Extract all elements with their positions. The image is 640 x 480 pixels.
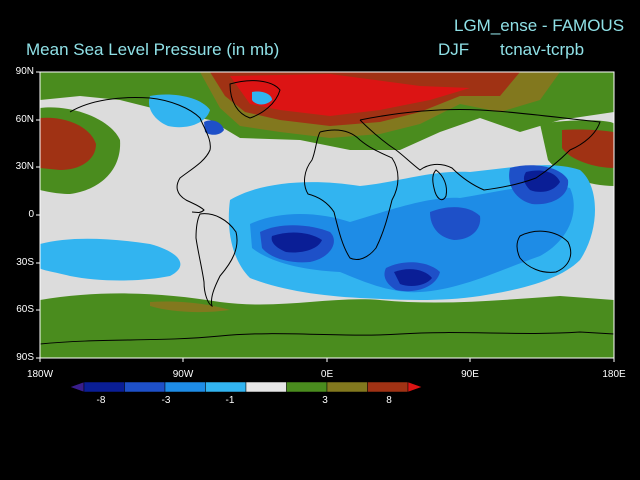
lat-label-0: 0 xyxy=(28,209,34,220)
colorbar xyxy=(69,381,423,393)
lon-label-180w: 180W xyxy=(26,369,54,380)
southern-positive-belt xyxy=(40,293,614,358)
colorbar-label: -1 xyxy=(225,395,235,406)
colorbar-swatch xyxy=(245,381,287,393)
pacific-east-red xyxy=(562,129,614,168)
colorbar-swatch xyxy=(124,381,166,393)
west-pacific-core xyxy=(523,170,560,192)
colorbar-swatch xyxy=(83,381,125,393)
lat-label-90s: 90S xyxy=(16,352,34,363)
indian-south-core xyxy=(394,269,432,286)
season-label: DJF xyxy=(438,40,470,59)
south-america-coast xyxy=(195,213,238,307)
colorbar-swatch xyxy=(286,381,328,393)
variable-code-label: tcnav-tcrpb xyxy=(500,40,585,59)
north-america-coast xyxy=(69,97,211,213)
colorbar-label: -3 xyxy=(161,395,171,406)
colorbar-swatch xyxy=(367,381,409,393)
pacific-west-red xyxy=(40,117,96,170)
colorbar-swatch xyxy=(164,381,206,393)
colorbar-swatch xyxy=(205,381,247,393)
lon-label-180e: 180E xyxy=(602,369,626,380)
colorbar-label: 8 xyxy=(386,395,392,406)
colorbar-label: 3 xyxy=(322,395,328,406)
experiment-label: LGM_ense - FAMOUS xyxy=(454,16,625,35)
pacific-south-negative xyxy=(40,238,181,281)
lat-label-30s: 30S xyxy=(16,257,34,268)
colorbar-swatch xyxy=(326,381,368,393)
asia-coast xyxy=(359,108,601,191)
colorbar-swatch xyxy=(69,381,85,393)
lat-label-60s: 60S xyxy=(16,304,34,315)
greenland-coast xyxy=(229,80,281,119)
arctic-core-region xyxy=(230,74,470,116)
lon-label-90w: 90W xyxy=(172,369,194,380)
antarctica-coast xyxy=(39,331,615,345)
coastlines xyxy=(39,80,615,345)
lon-label-90e: 90E xyxy=(461,369,479,380)
lon-label-0e: 0E xyxy=(320,369,334,380)
indian-deep-negative xyxy=(430,207,481,240)
lat-label-90n: 90N xyxy=(15,66,34,77)
north-atlantic-negative xyxy=(148,94,210,128)
lat-label-60n: 60N xyxy=(15,114,34,125)
australia-coast xyxy=(516,230,572,273)
map-title: Mean Sea Level Pressure (in mb) xyxy=(26,40,280,59)
india-coast xyxy=(432,169,447,201)
atlantic-indian-mid xyxy=(250,185,574,293)
axis-ticks xyxy=(36,71,615,362)
labrador-core-negative xyxy=(204,120,224,135)
colorbar-swatch xyxy=(407,381,423,393)
europe-africa-coast xyxy=(304,129,399,261)
greenland-negative xyxy=(252,91,272,105)
lat-label-30n: 30N xyxy=(15,161,34,172)
colorbar-label: -8 xyxy=(96,395,106,406)
southern-brown-belt xyxy=(150,301,230,313)
atlantic-core-negative xyxy=(271,232,322,253)
